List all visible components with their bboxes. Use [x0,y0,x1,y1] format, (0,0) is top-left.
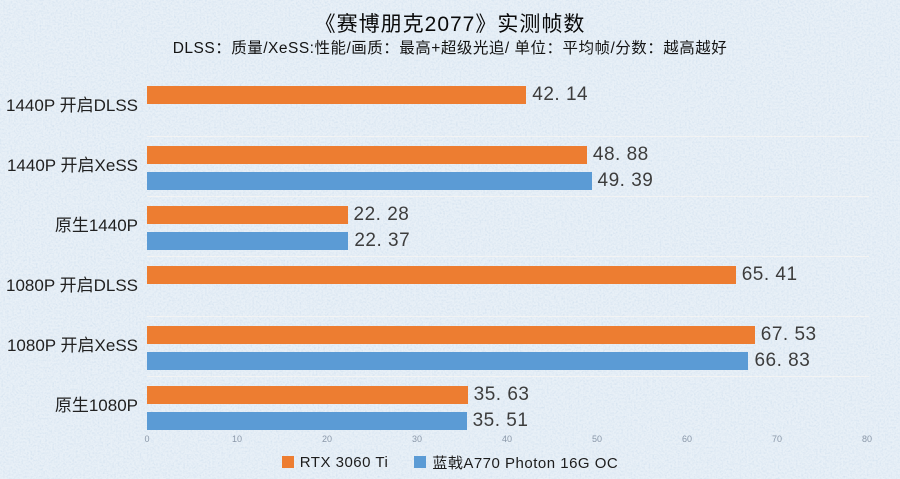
bar-a770-photon [147,352,749,370]
legend-swatch-blue [414,456,427,468]
x-tick-label: 30 [411,434,422,444]
bar-rtx-3060-ti [147,206,348,224]
gridline [147,256,869,257]
legend-swatch-orange [281,456,294,468]
bar-value-label: 22. 28 [353,204,410,225]
gridline [147,196,869,197]
x-tick-label: 20 [321,434,332,444]
bar-value-label: 35. 63 [473,384,530,405]
x-tick-label: 80 [861,434,872,444]
category-label: 原生1440P [54,216,138,235]
bar-value-label: 48. 88 [592,144,649,165]
bar-a770-photon [147,412,467,430]
legend-item-a770-photon: 蓝戟A770 Photon 16G OC [414,452,618,473]
bar-value-label: 35. 51 [472,410,529,431]
gridline [147,136,869,137]
legend-label-a770-photon: 蓝戟A770 Photon 16G OC [432,454,619,472]
bar-value-label: 65. 41 [741,264,798,285]
gridline [147,376,869,377]
x-tick-label: 10 [231,434,242,444]
legend: RTX 3060 Ti 蓝戟A770 Photon 16G OC [0,452,900,472]
bar-value-label: 67. 53 [760,324,817,345]
category-label: 1440P 开启DLSS [6,96,138,115]
x-tick-label: 60 [681,434,692,444]
legend-label-rtx-3060-ti: RTX 3060 Ti [299,453,389,471]
bar-a770-photon [147,232,349,250]
bar-value-label: 66. 83 [754,350,811,371]
category-label: 1080P 开启DLSS [6,276,138,295]
category-label: 1440P 开启XeSS [6,156,138,175]
bar-value-label: 49. 39 [597,170,654,191]
gridline [147,316,869,317]
x-tick-label: 70 [771,434,782,444]
x-tick-label: 40 [501,434,512,444]
x-tick-label: 50 [591,434,602,444]
category-label: 原生1080P [54,396,138,415]
bar-a770-photon [147,172,592,190]
legend-item-rtx-3060-ti: RTX 3060 Ti [281,453,389,471]
bar-rtx-3060-ti [147,326,755,344]
x-tick-label: 0 [144,434,150,444]
bar-value-label: 22. 37 [354,230,411,251]
bar-value-label: 42. 14 [532,84,589,105]
bar-rtx-3060-ti [147,86,527,104]
bar-rtx-3060-ti [147,146,587,164]
category-label: 1080P 开启XeSS [6,336,138,355]
bar-rtx-3060-ti [147,266,736,284]
bar-rtx-3060-ti [147,386,468,404]
